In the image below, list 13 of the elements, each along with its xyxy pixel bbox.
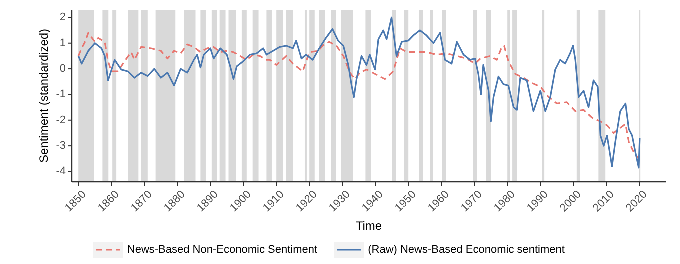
y-tick-label: -2 bbox=[56, 114, 66, 126]
line-series bbox=[78, 16, 641, 169]
y-tick-label: -4 bbox=[56, 166, 66, 178]
x-axis-title: Time bbox=[356, 219, 382, 233]
y-axis-title: Sentiment (standardized) bbox=[37, 28, 51, 164]
y-tick-label: 2 bbox=[60, 12, 66, 24]
y-tick-label: -1 bbox=[56, 88, 66, 101]
y-tick-label: -3 bbox=[56, 140, 66, 152]
legend-label: News-Based Non-Economic Sentiment bbox=[127, 244, 318, 256]
y-tick-label: 1 bbox=[60, 37, 66, 50]
line-series bbox=[78, 32, 640, 160]
legend-label: (Raw) News-Based Economic sentiment bbox=[368, 244, 565, 256]
y-tick-label: 0 bbox=[60, 62, 66, 75]
